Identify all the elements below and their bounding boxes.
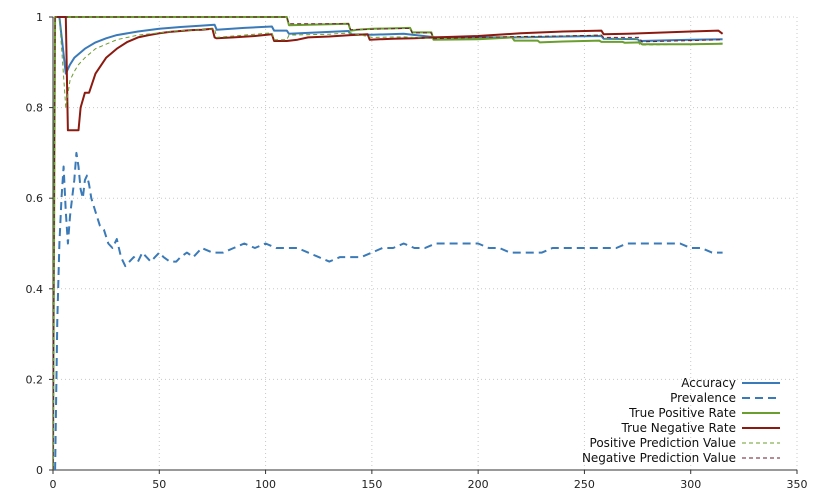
- y-tick-label: 0.4: [26, 283, 44, 296]
- series-line-true-negative-rate: [55, 16, 724, 132]
- y-tick-label: 0.6: [26, 192, 44, 205]
- x-tick-label: 100: [255, 478, 276, 491]
- legend-label: Negative Prediction Value: [582, 451, 736, 465]
- series-line-positive-prediction-value: [55, 16, 723, 109]
- series-line-true-positive-rate: [53, 16, 723, 470]
- legend-label: True Positive Rate: [628, 406, 736, 420]
- x-tick-label: 0: [50, 478, 57, 491]
- series-line-accuracy: [55, 16, 723, 75]
- x-tick-label: 150: [361, 478, 382, 491]
- y-tick-label: 0: [36, 464, 43, 477]
- x-tick-label: 250: [574, 478, 595, 491]
- axes: 0 50 100 150 200 250 300 350 0 0.2 0.4 0.6 0.8 1: [26, 11, 808, 491]
- legend-label: Prevalence: [670, 391, 736, 405]
- y-tick-label: 1: [36, 11, 43, 24]
- legend-label: True Negative Rate: [621, 421, 737, 435]
- series-line-prevalence: [54, 151, 723, 470]
- x-tick-label: 50: [152, 478, 166, 491]
- legend-label: Positive Prediction Value: [590, 436, 736, 450]
- series-group: [53, 16, 724, 470]
- series-line-negative-prediction-value: [53, 16, 723, 470]
- legend-label: Accuracy: [681, 376, 736, 390]
- x-tick-label: 300: [680, 478, 701, 491]
- y-tick-label: 0.8: [26, 102, 44, 115]
- x-tick-label: 350: [787, 478, 808, 491]
- y-tick-label: 0.2: [26, 373, 44, 386]
- x-tick-label: 200: [468, 478, 489, 491]
